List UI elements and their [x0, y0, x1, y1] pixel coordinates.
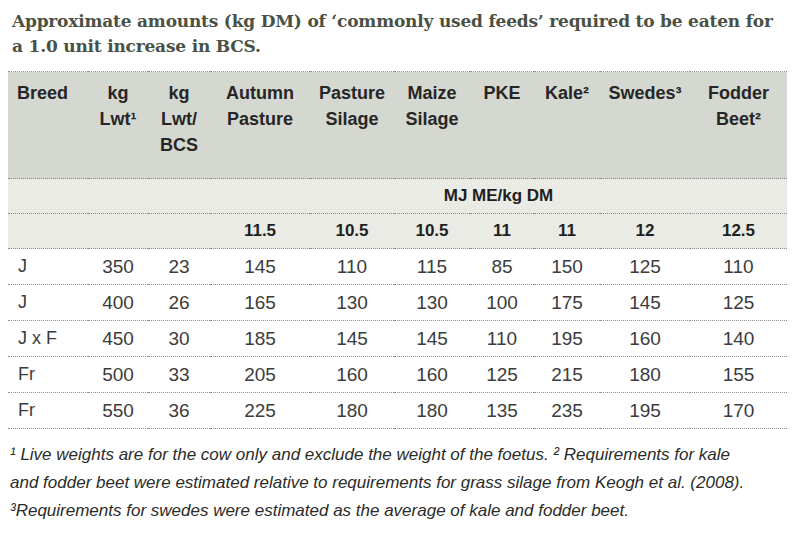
cell-kale: 195: [534, 321, 600, 357]
cell-pasture-silage: 145: [310, 321, 394, 357]
cell-swedes: 160: [600, 321, 690, 357]
cell-breed: Fr: [8, 393, 88, 429]
column-header-autumn-pasture: Autumn Pasture: [210, 72, 310, 179]
energy-value-autumn-pasture: 11.5: [210, 214, 310, 249]
table-caption: Approximate amounts (kg DM) of ‘commonly…: [12, 9, 787, 59]
cell-pasture-silage: 180: [310, 393, 394, 429]
cell-autumn-pasture: 165: [210, 285, 310, 321]
cell-pasture-silage: 130: [310, 285, 394, 321]
energy-value-pasture-silage: 10.5: [310, 214, 394, 249]
cell-autumn-pasture: 145: [210, 249, 310, 285]
cell-autumn-pasture: 205: [210, 357, 310, 393]
table-row: J x F 450 30 185 145 145 110 195 160 140: [8, 321, 787, 357]
cell-breed: J: [8, 249, 88, 285]
cell-kale: 150: [534, 249, 600, 285]
energy-value-pke: 11: [470, 214, 534, 249]
column-header-kg-lwt: kg Lwt¹: [88, 72, 148, 179]
energy-values-row: 11.5 10.5 10.5 11 11 12 12.5: [8, 214, 787, 249]
cell-pke: 125: [470, 357, 534, 393]
column-header-breed: Breed: [8, 72, 88, 179]
energy-header-spacer: [8, 179, 210, 214]
cell-kg-lwt: 400: [88, 285, 148, 321]
cell-swedes: 180: [600, 357, 690, 393]
cell-kale: 215: [534, 357, 600, 393]
cell-swedes: 195: [600, 393, 690, 429]
cell-fodder-beet: 125: [690, 285, 787, 321]
cell-maize-silage: 180: [394, 393, 470, 429]
cell-maize-silage: 115: [394, 249, 470, 285]
column-header-pke: PKE: [470, 72, 534, 179]
table-row: J 350 23 145 110 115 85 150 125 110: [8, 249, 787, 285]
cell-kg-lwt-bcs: 36: [148, 393, 210, 429]
energy-value-kale: 11: [534, 214, 600, 249]
cell-kg-lwt-bcs: 30: [148, 321, 210, 357]
cell-maize-silage: 145: [394, 321, 470, 357]
cell-pasture-silage: 160: [310, 357, 394, 393]
cell-swedes: 125: [600, 249, 690, 285]
cell-maize-silage: 130: [394, 285, 470, 321]
energy-values-spacer: [8, 214, 210, 249]
cell-pke: 110: [470, 321, 534, 357]
table-row: Fr 550 36 225 180 180 135 235 195 170: [8, 393, 787, 429]
column-header-kg-lwt-bcs: kg Lwt/ BCS: [148, 72, 210, 179]
cell-fodder-beet: 110: [690, 249, 787, 285]
table-row: J 400 26 165 130 130 100 175 145 125: [8, 285, 787, 321]
cell-pke: 100: [470, 285, 534, 321]
table-header-row: Breed kg Lwt¹ kg Lwt/ BCS Autumn Pasture…: [8, 72, 787, 179]
cell-kale: 175: [534, 285, 600, 321]
column-header-swedes: Swedes³: [600, 72, 690, 179]
page: Approximate amounts (kg DM) of ‘commonly…: [0, 0, 795, 525]
feed-requirements-table: Breed kg Lwt¹ kg Lwt/ BCS Autumn Pasture…: [8, 71, 787, 429]
cell-breed: Fr: [8, 357, 88, 393]
cell-fodder-beet: 140: [690, 321, 787, 357]
energy-value-swedes: 12: [600, 214, 690, 249]
column-header-kale: Kale²: [534, 72, 600, 179]
cell-kg-lwt: 500: [88, 357, 148, 393]
cell-fodder-beet: 170: [690, 393, 787, 429]
cell-kale: 235: [534, 393, 600, 429]
cell-pasture-silage: 110: [310, 249, 394, 285]
cell-kg-lwt-bcs: 33: [148, 357, 210, 393]
footnotes: ¹ Live weights are for the cow only and …: [10, 441, 787, 525]
energy-value-fodder-beet: 12.5: [690, 214, 787, 249]
cell-kg-lwt: 550: [88, 393, 148, 429]
column-header-fodder-beet: Fodder Beet²: [690, 72, 787, 179]
cell-swedes: 145: [600, 285, 690, 321]
cell-maize-silage: 160: [394, 357, 470, 393]
energy-value-maize-silage: 10.5: [394, 214, 470, 249]
table-row: Fr 500 33 205 160 160 125 215 180 155: [8, 357, 787, 393]
cell-pke: 85: [470, 249, 534, 285]
energy-header-row: MJ ME/kg DM: [8, 179, 787, 214]
cell-breed: J x F: [8, 321, 88, 357]
cell-kg-lwt: 450: [88, 321, 148, 357]
energy-units-label: MJ ME/kg DM: [210, 179, 787, 214]
cell-kg-lwt: 350: [88, 249, 148, 285]
cell-kg-lwt-bcs: 23: [148, 249, 210, 285]
cell-kg-lwt-bcs: 26: [148, 285, 210, 321]
column-header-maize-silage: Maize Silage: [394, 72, 470, 179]
cell-fodder-beet: 155: [690, 357, 787, 393]
cell-pke: 135: [470, 393, 534, 429]
cell-autumn-pasture: 225: [210, 393, 310, 429]
cell-autumn-pasture: 185: [210, 321, 310, 357]
cell-breed: J: [8, 285, 88, 321]
column-header-pasture-silage: Pasture Silage: [310, 72, 394, 179]
